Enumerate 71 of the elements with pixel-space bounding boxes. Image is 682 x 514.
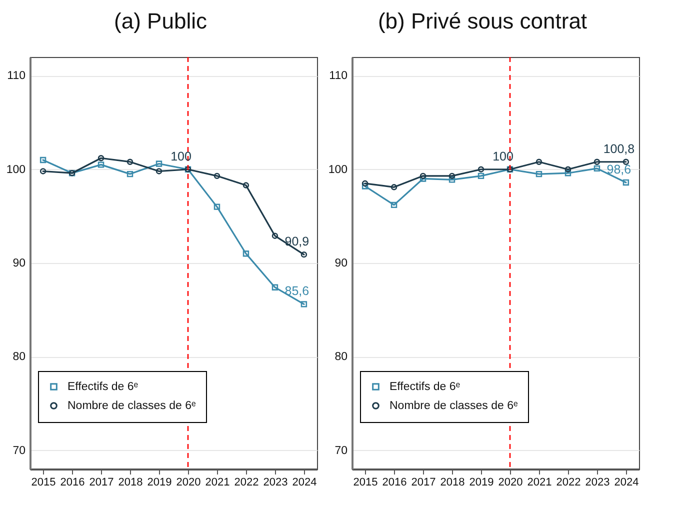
x-tick-label: 2021 [205,476,230,488]
x-tick-label: 2024 [292,476,317,488]
x-tick-label: 2021 [527,476,552,488]
point [448,176,456,183]
point [564,166,572,172]
x-tick-label: 2017 [89,476,114,488]
point [300,301,308,308]
x-tick-label: 2018 [118,476,143,488]
x-tick-label: 2022 [234,476,259,488]
point [594,158,600,165]
y-tick-label: 100 [328,164,348,176]
point [126,158,134,165]
x-tick-label: 2020 [498,476,523,488]
point [98,155,104,162]
x-tick-label: 2016 [382,476,407,488]
data-label: 100 [492,149,514,164]
y-tick-label: 110 [329,70,348,82]
point [420,172,426,180]
y-tick-label: 70 [334,444,348,457]
point [98,162,104,168]
point [126,170,134,178]
point [622,179,630,186]
point [156,160,162,167]
point [564,170,572,176]
x-tick-label: 2023 [263,476,288,488]
point [390,184,398,190]
data-label: 98,6 [606,162,632,176]
point [594,165,600,172]
y-tick-label: 90 [334,258,348,270]
point [478,166,484,172]
x-tick-label: 2016 [60,476,85,488]
point [242,182,250,188]
legend-label: Effectifs de 6ᵉ [390,380,460,393]
legend-label: Nombre de classes de 6ᵉ [68,400,196,412]
y-tick-label: 100 [6,164,26,176]
x-tick-label: 2024 [614,476,639,488]
x-tick-label: 2023 [585,476,610,488]
data-label: 100 [170,149,192,164]
y-tick-label: 110 [7,70,26,82]
y-tick-label: 70 [12,444,26,457]
point [40,156,46,164]
point [156,168,162,174]
chart-title: (b) Privé sous contrat [378,8,588,34]
point [478,172,484,180]
data-label: 100,8 [603,142,635,156]
y-tick-label: 80 [12,351,26,364]
x-tick-label: 2018 [440,476,465,488]
x-tick-label: 2019 [147,476,172,488]
point [242,250,250,257]
x-tick-label: 2015 [31,476,56,488]
point [272,232,278,239]
x-tick-label: 2019 [469,476,494,488]
point [214,172,220,180]
point [214,204,220,210]
data-label: 90,9 [284,234,310,249]
x-tick-label: 2015 [353,476,378,488]
x-tick-label: 2020 [176,476,201,488]
x-tick-label: 2017 [411,476,436,488]
point [272,284,278,290]
point [448,172,456,180]
y-tick-label: 80 [334,351,348,364]
legend-label: Nombre de classes de 6ᵉ [390,400,518,412]
x-tick-label: 2022 [556,476,581,488]
data-label: 85,6 [284,284,310,298]
point [536,158,542,165]
point [536,170,542,178]
point [362,183,368,190]
chart-title: (a) Public [114,8,207,34]
y-tick-label: 90 [12,258,26,270]
legend-label: Effectifs de 6ᵉ [68,380,138,393]
point [390,202,398,208]
